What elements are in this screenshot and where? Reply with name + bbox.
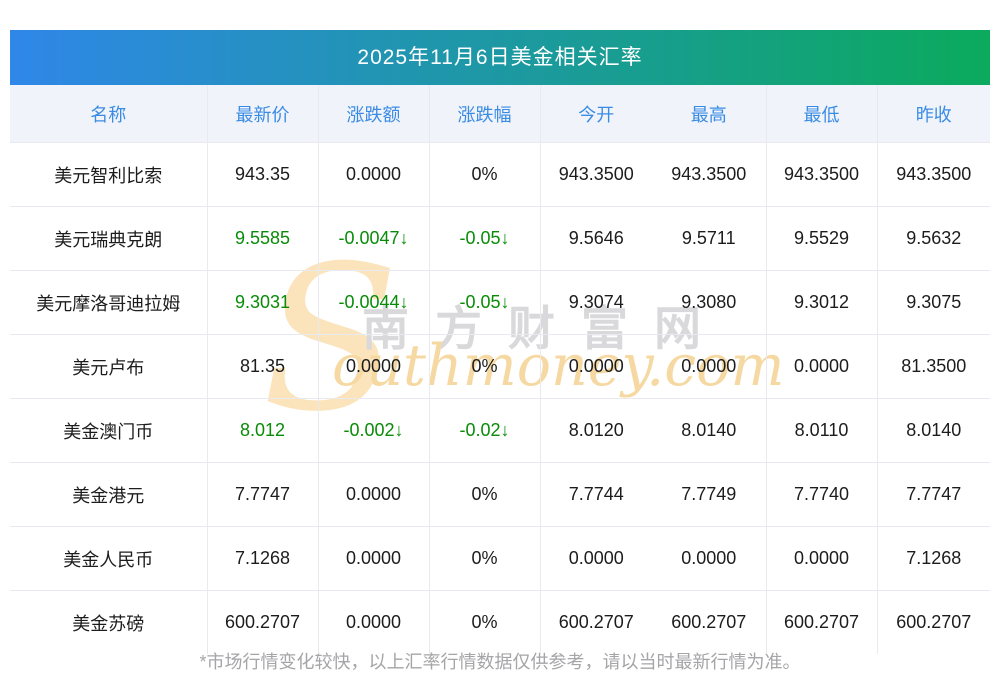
cell-latest-price: 9.3031 (206, 270, 318, 335)
cell-low-price: 0.0000 (765, 334, 877, 399)
cell-change-percent: 0% (428, 526, 540, 591)
cell-change-percent: 0% (428, 142, 540, 207)
cell-change-percent: -0.02↓ (428, 398, 540, 463)
cell-high-price: 9.5711 (652, 206, 766, 271)
cell-low-price: 8.0110 (765, 398, 877, 463)
cell-low-price: 9.3012 (765, 270, 877, 335)
table-header-row: 名称 最新价 涨跌额 涨跌幅 今开 最高 最低 昨收 (10, 85, 990, 143)
cell-high-price: 0.0000 (652, 334, 766, 399)
cell-low-price: 0.0000 (765, 526, 877, 591)
cell-low-price: 9.5529 (765, 206, 877, 271)
cell-open-price: 943.3500 (539, 142, 652, 207)
cell-open-price: 0.0000 (539, 526, 652, 591)
cell-low-price: 7.7740 (765, 462, 877, 527)
cell-prev-close: 7.7747 (876, 462, 990, 527)
cell-prev-close: 7.1268 (876, 526, 990, 591)
cell-pair-name: 美金苏磅 (10, 590, 207, 654)
cell-high-price: 7.7749 (652, 462, 766, 527)
table-row: 美金港元 7.7747 0.0000 0% 7.7744 7.7749 7.77… (10, 462, 990, 527)
page-title: 2025年11月6日美金相关汇率 (10, 30, 990, 85)
cell-prev-close: 9.5632 (876, 206, 990, 271)
cell-change-percent: 0% (428, 462, 540, 527)
column-header-change-pct: 涨跌幅 (428, 85, 540, 143)
cell-pair-name: 美元摩洛哥迪拉姆 (10, 270, 207, 335)
column-header-high: 最高 (652, 85, 766, 143)
cell-pair-name: 美元瑞典克朗 (10, 206, 207, 271)
column-header-low: 最低 (765, 85, 877, 143)
cell-pair-name: 美元智利比索 (10, 142, 207, 207)
table-row: 美金苏磅 600.2707 0.0000 0% 600.2707 600.270… (10, 590, 990, 654)
cell-latest-price: 943.35 (206, 142, 318, 207)
cell-change-percent: -0.05↓ (428, 206, 540, 271)
cell-prev-close: 9.3075 (876, 270, 990, 335)
cell-prev-close: 600.2707 (876, 590, 990, 654)
column-header-latest: 最新价 (206, 85, 318, 143)
column-header-change: 涨跌额 (317, 85, 429, 143)
cell-change-amount: 0.0000 (317, 334, 429, 399)
column-header-name: 名称 (10, 85, 207, 143)
cell-high-price: 9.3080 (652, 270, 766, 335)
cell-change-percent: -0.05↓ (428, 270, 540, 335)
column-header-open: 今开 (539, 85, 652, 143)
cell-pair-name: 美金港元 (10, 462, 207, 527)
cell-pair-name: 美元卢布 (10, 334, 207, 399)
cell-open-price: 9.5646 (539, 206, 652, 271)
cell-change-amount: 0.0000 (317, 526, 429, 591)
cell-prev-close: 81.3500 (876, 334, 990, 399)
cell-latest-price: 7.1268 (206, 526, 318, 591)
cell-latest-price: 7.7747 (206, 462, 318, 527)
cell-latest-price: 81.35 (206, 334, 318, 399)
rate-table-body: 美元智利比索 943.35 0.0000 0% 943.3500 943.350… (10, 142, 990, 654)
cell-low-price: 600.2707 (765, 590, 877, 654)
table-row: 美元摩洛哥迪拉姆 9.3031 -0.0044↓ -0.05↓ 9.3074 9… (10, 270, 990, 335)
cell-open-price: 9.3074 (539, 270, 652, 335)
cell-open-price: 7.7744 (539, 462, 652, 527)
cell-change-percent: 0% (428, 334, 540, 399)
cell-high-price: 943.3500 (652, 142, 766, 207)
table-row: 美金人民币 7.1268 0.0000 0% 0.0000 0.0000 0.0… (10, 526, 990, 591)
cell-latest-price: 9.5585 (206, 206, 318, 271)
cell-change-amount: -0.002↓ (317, 398, 429, 463)
cell-change-amount: 0.0000 (317, 590, 429, 654)
cell-prev-close: 943.3500 (876, 142, 990, 207)
cell-open-price: 8.0120 (539, 398, 652, 463)
cell-open-price: 600.2707 (539, 590, 652, 654)
cell-high-price: 8.0140 (652, 398, 766, 463)
disclaimer-text: *市场行情变化较快，以上汇率行情数据仅供参考，请以当时最新行情为准。 (199, 652, 801, 672)
cell-prev-close: 8.0140 (876, 398, 990, 463)
table-row: 美元智利比索 943.35 0.0000 0% 943.3500 943.350… (10, 142, 990, 207)
cell-low-price: 943.3500 (765, 142, 877, 207)
cell-pair-name: 美金人民币 (10, 526, 207, 591)
cell-change-amount: 0.0000 (317, 462, 429, 527)
table-row: 美元卢布 81.35 0.0000 0% 0.0000 0.0000 0.000… (10, 334, 990, 399)
cell-latest-price: 600.2707 (206, 590, 318, 654)
cell-pair-name: 美金澳门币 (10, 398, 207, 463)
cell-change-amount: 0.0000 (317, 142, 429, 207)
table-row: 美金澳门币 8.012 -0.002↓ -0.02↓ 8.0120 8.0140… (10, 398, 990, 463)
cell-high-price: 600.2707 (652, 590, 766, 654)
cell-latest-price: 8.012 (206, 398, 318, 463)
cell-change-amount: -0.0044↓ (317, 270, 429, 335)
cell-change-amount: -0.0047↓ (317, 206, 429, 271)
exchange-rate-card: 2025年11月6日美金相关汇率 S 南方财富网 outhmoney.com 名… (10, 30, 990, 654)
table-row: 美元瑞典克朗 9.5585 -0.0047↓ -0.05↓ 9.5646 9.5… (10, 206, 990, 271)
cell-change-percent: 0% (428, 590, 540, 654)
cell-open-price: 0.0000 (539, 334, 652, 399)
column-header-prev-close: 昨收 (876, 85, 990, 143)
cell-high-price: 0.0000 (652, 526, 766, 591)
rate-table: 名称 最新价 涨跌额 涨跌幅 今开 最高 最低 昨收 美元智利比索 943.35… (10, 85, 990, 654)
